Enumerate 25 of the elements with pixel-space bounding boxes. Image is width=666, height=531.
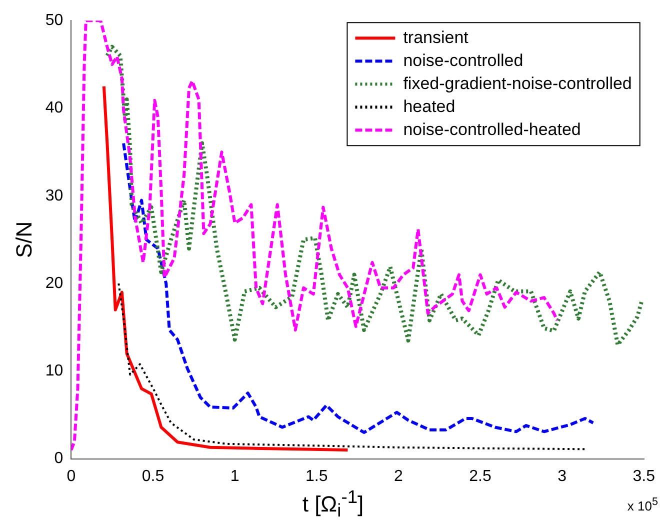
y-tick-label: 30: [45, 187, 64, 204]
line-series: [118, 282, 586, 450]
x-tick-label: 1.5: [306, 468, 328, 485]
x-tick-label: 3.5: [632, 468, 656, 485]
x-tick-label: 1: [230, 468, 240, 485]
x-tick-label: 2.5: [469, 468, 492, 485]
line-series: [122, 142, 595, 434]
y-tick-label: 10: [45, 362, 64, 380]
legend-label: heated: [403, 96, 456, 116]
legend-label: noise-controlled-heated: [403, 120, 581, 139]
x-axis-title: t [Ω$_{i}$$^{-1}$]: [302, 486, 364, 521]
legend-label: transient: [403, 28, 469, 47]
y-tick-label: 40: [45, 100, 64, 117]
x-tick-label: 0: [66, 468, 76, 485]
y-tick-label: 0: [54, 450, 64, 468]
text: x 10$^{5}$: [627, 496, 658, 514]
x-tick-label: 3: [558, 468, 567, 485]
legend-label: noise-controlled: [403, 50, 524, 70]
line-series: [105, 44, 644, 347]
y-tick-label: 50: [45, 12, 64, 30]
y-axis-title: S/N: [11, 221, 36, 258]
x-tick-label: 0.5: [142, 468, 164, 485]
y-tick-label: 20: [45, 274, 64, 292]
legend-label: fixed-gradient-noise-controlled: [403, 74, 632, 93]
x-tick-label: 2: [394, 468, 403, 485]
